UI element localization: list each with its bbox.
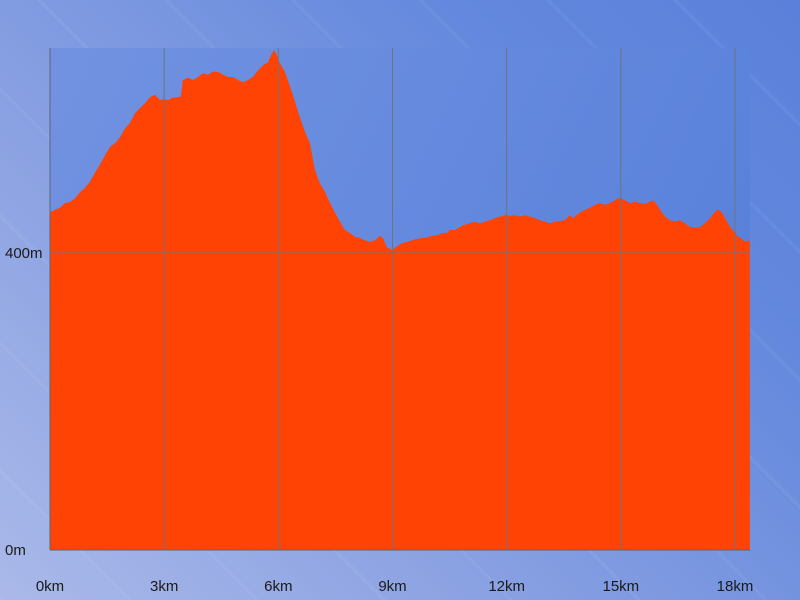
x-axis-tick-label: 15km xyxy=(602,578,639,595)
x-axis-tick-label: 12km xyxy=(488,578,525,595)
x-axis-tick-label: 0km xyxy=(36,578,64,595)
x-axis-tick-label: 6km xyxy=(264,578,292,595)
y-axis-tick-label: 400m xyxy=(5,245,43,262)
y-axis-tick-label: 0m xyxy=(5,542,26,559)
x-axis-tick-label: 9km xyxy=(378,578,406,595)
x-axis-tick-label: 3km xyxy=(150,578,178,595)
elevation-area-series xyxy=(50,50,750,551)
x-axis-tick-label: 18km xyxy=(717,578,754,595)
